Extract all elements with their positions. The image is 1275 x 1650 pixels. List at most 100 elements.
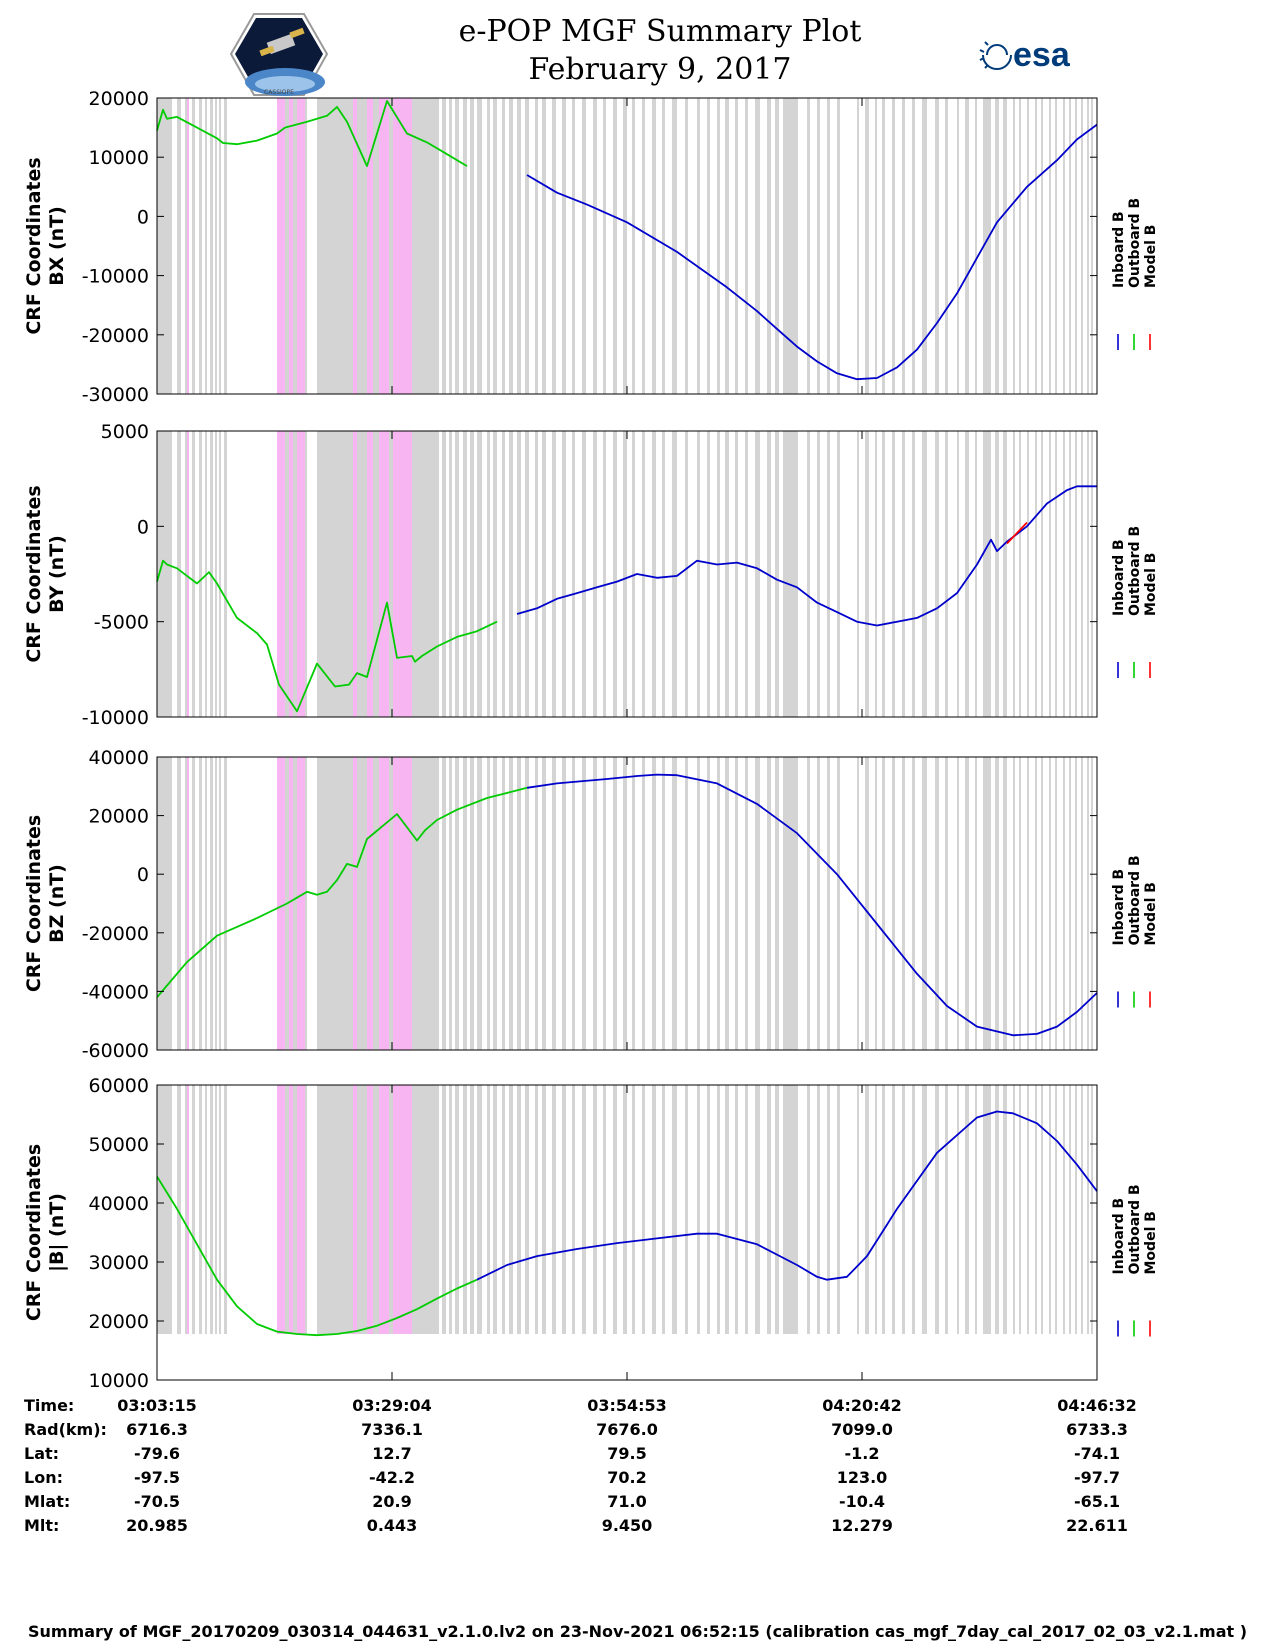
data-gap-band xyxy=(1035,431,1037,717)
series-line-inboard-b xyxy=(526,123,1098,381)
data-gap-band xyxy=(623,98,627,394)
flag-band xyxy=(277,1085,285,1334)
data-gap-band xyxy=(995,98,999,394)
data-gap-band xyxy=(775,98,779,394)
data-gap-band xyxy=(1003,98,1007,394)
data-gap-band xyxy=(470,431,474,717)
data-gap-band xyxy=(477,431,482,717)
table-cell: 04:46:32 xyxy=(1057,1396,1137,1415)
table-cell: 7676.0 xyxy=(596,1420,658,1439)
data-gap-band xyxy=(875,1085,877,1334)
data-gap-band xyxy=(613,431,617,717)
data-gap-band xyxy=(685,757,688,1050)
esa-logo: esa xyxy=(979,36,1071,74)
data-gap-band xyxy=(1075,1085,1077,1334)
data-gap-band xyxy=(965,1085,969,1334)
table-cell: -42.2 xyxy=(368,1468,416,1487)
data-gap-band xyxy=(755,1085,760,1334)
legend-label: Outboard B xyxy=(1127,1184,1143,1274)
data-gap-band xyxy=(205,757,207,1050)
data-gap-band xyxy=(1013,757,1015,1050)
data-gap-band xyxy=(642,757,645,1050)
data-gap-band xyxy=(192,1085,195,1334)
series-line-outboard-b xyxy=(156,100,468,168)
data-gap-band xyxy=(1063,757,1065,1050)
data-gap-band xyxy=(210,1085,213,1334)
data-gap-band xyxy=(857,757,859,1050)
data-gap-band xyxy=(995,431,999,717)
data-gap-band xyxy=(697,1085,700,1334)
data-gap-band xyxy=(1063,98,1065,394)
data-gap-band xyxy=(177,431,181,717)
data-gap-band xyxy=(542,757,546,1050)
flag-band xyxy=(379,431,389,717)
flag-band xyxy=(353,98,357,394)
data-gap-band xyxy=(935,1085,939,1334)
data-gap-band xyxy=(493,98,497,394)
flag-band xyxy=(353,431,357,717)
data-gap-band xyxy=(857,98,859,394)
data-gap-band xyxy=(517,1085,521,1334)
data-gap-band xyxy=(892,1085,895,1334)
data-gap-band xyxy=(767,98,771,394)
y-tick-label: 0 xyxy=(137,206,149,228)
y-axis-units: BX (nT) xyxy=(46,206,68,286)
data-gap-band xyxy=(562,431,566,717)
series-line-model-b xyxy=(1006,521,1028,545)
data-gap-band xyxy=(1035,757,1037,1050)
data-gap-band xyxy=(517,757,521,1050)
data-gap-band xyxy=(725,1085,729,1334)
flag-band xyxy=(297,98,305,394)
data-gap-band xyxy=(470,1085,474,1334)
data-gap-band xyxy=(470,757,474,1050)
data-gap-band xyxy=(865,98,869,394)
data-gap-band xyxy=(707,1085,710,1334)
data-gap-band xyxy=(477,98,482,394)
data-gap-band xyxy=(922,757,927,1050)
y-tick-label: 10000 xyxy=(89,147,149,169)
data-gap-band xyxy=(502,431,505,717)
data-gap-band xyxy=(1035,98,1037,394)
data-gap-band xyxy=(442,431,446,717)
data-gap-band xyxy=(892,98,895,394)
table-cell: 20.9 xyxy=(372,1492,412,1511)
data-gap-band xyxy=(783,431,798,717)
data-gap-band xyxy=(562,757,566,1050)
data-gap-band xyxy=(865,431,869,717)
data-gap-band xyxy=(1081,757,1083,1050)
data-gap-band xyxy=(817,1085,820,1334)
table-cell: 123.0 xyxy=(836,1468,888,1487)
data-gap-band xyxy=(957,1085,959,1334)
data-gap-band xyxy=(470,98,474,394)
data-gap-band xyxy=(552,757,556,1050)
data-gap-band xyxy=(185,431,188,717)
legend-label: Model B xyxy=(1143,1211,1159,1274)
table-cell: -74.1 xyxy=(1073,1444,1121,1463)
flag-band xyxy=(289,431,293,717)
data-gap-band xyxy=(642,431,645,717)
data-gap-band xyxy=(582,431,586,717)
data-gap-band xyxy=(603,1085,606,1334)
data-gap-band xyxy=(912,431,915,717)
table-cell: 03:03:15 xyxy=(117,1396,197,1415)
y-tick-label: 0 xyxy=(137,864,149,886)
flag-band xyxy=(187,1085,189,1334)
table-cell: 03:29:04 xyxy=(352,1396,432,1415)
legend-label: Model B xyxy=(1143,225,1159,288)
data-gap-band xyxy=(509,431,513,717)
data-gap-band xyxy=(983,1085,991,1334)
data-gap-band xyxy=(525,431,529,717)
data-gap-band xyxy=(707,757,710,1050)
data-gap-band xyxy=(1013,431,1015,717)
data-gap-band xyxy=(755,431,760,717)
table-cell: -65.1 xyxy=(1073,1492,1121,1511)
data-gap-band xyxy=(965,98,969,394)
data-gap-band xyxy=(1019,98,1021,394)
data-gap-band xyxy=(552,431,556,717)
data-gap-band xyxy=(1041,431,1043,717)
data-gap-band xyxy=(582,757,586,1050)
data-gap-band xyxy=(1069,757,1071,1050)
data-gap-band xyxy=(1075,98,1077,394)
data-gap-band xyxy=(552,98,556,394)
flag-band xyxy=(289,98,293,394)
